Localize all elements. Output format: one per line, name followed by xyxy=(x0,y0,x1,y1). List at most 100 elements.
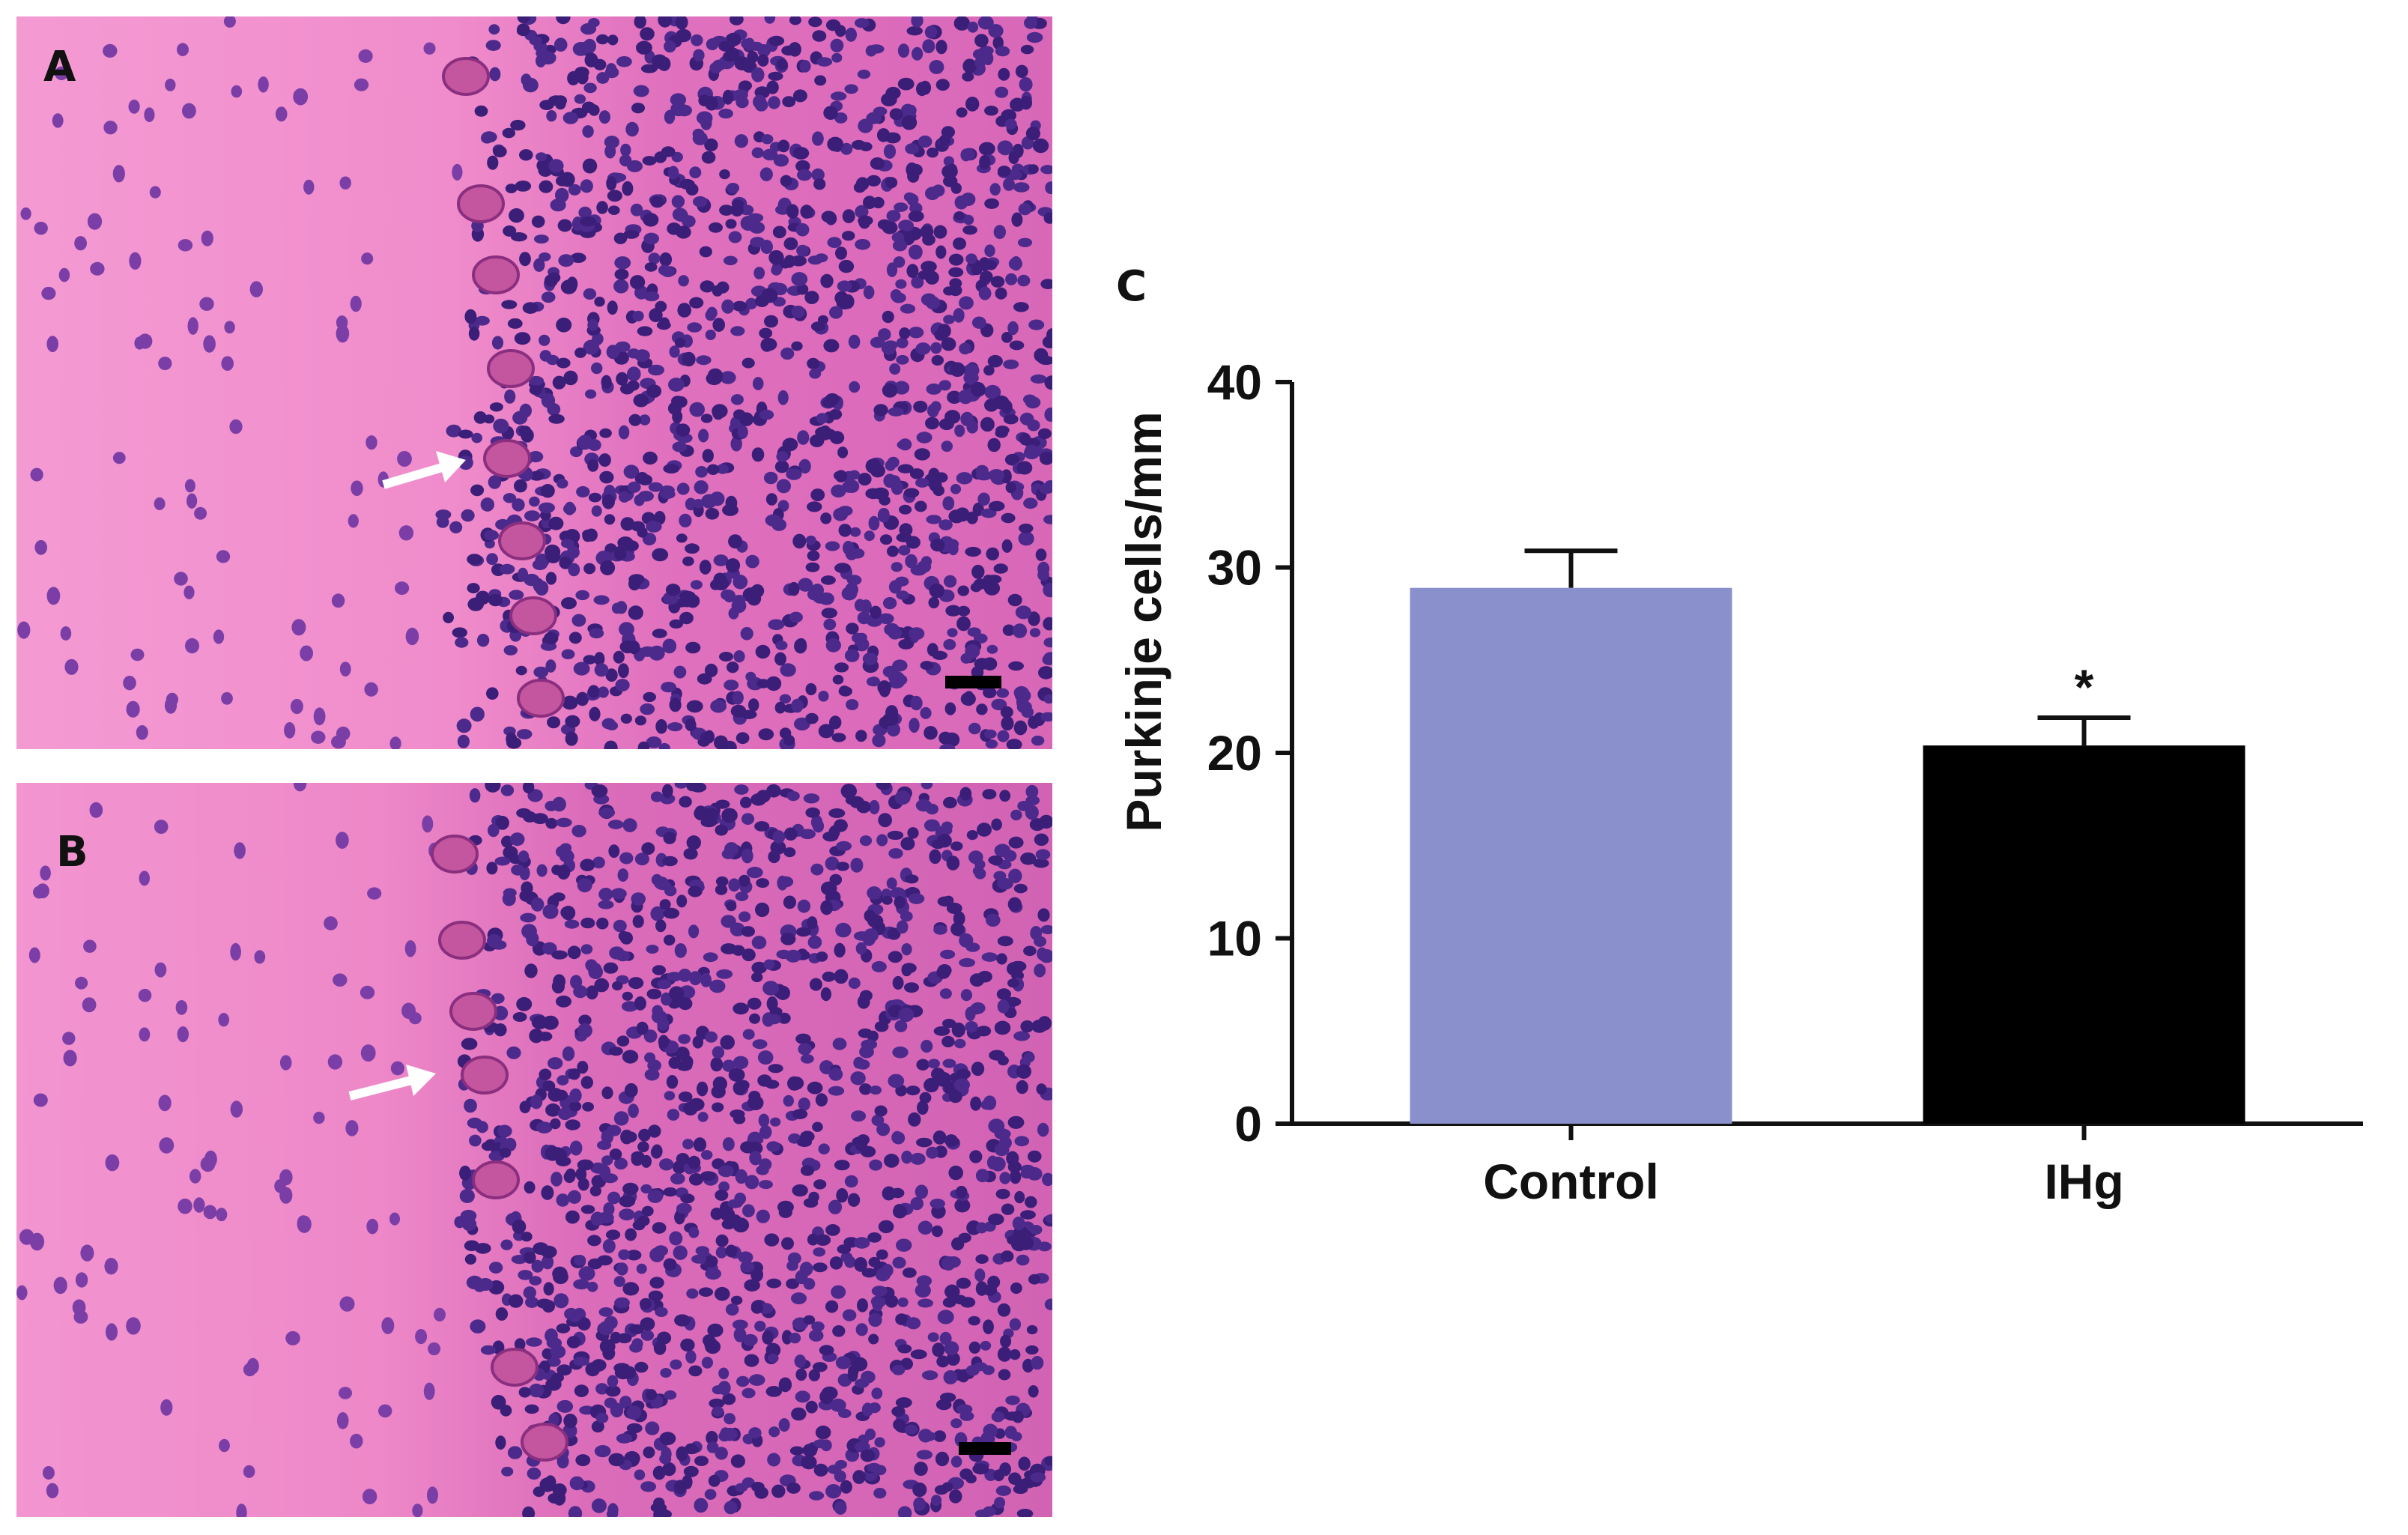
granule-cell-nucleus xyxy=(751,1482,765,1492)
granule-cell-nucleus xyxy=(644,1068,660,1081)
molecular-layer-nucleus xyxy=(412,1504,423,1517)
granule-cell-nucleus xyxy=(714,735,728,749)
granule-cell-nucleus xyxy=(494,856,511,866)
granule-cell-nucleus xyxy=(1043,583,1052,598)
granule-cell-nucleus xyxy=(808,1329,824,1342)
granule-cell-nucleus xyxy=(865,458,882,474)
granule-cell-nucleus xyxy=(514,1338,526,1351)
molecular-layer-nucleus xyxy=(30,467,43,482)
granule-cell-nucleus xyxy=(700,732,715,744)
granule-cell-nucleus xyxy=(704,138,718,152)
granule-cell-nucleus xyxy=(636,1263,647,1274)
granule-cell-nucleus xyxy=(1001,715,1014,731)
granule-cell-nucleus xyxy=(745,297,757,309)
granule-cell-nucleus xyxy=(762,148,778,161)
granule-cell-nucleus xyxy=(722,1137,735,1151)
granule-cell-nucleus xyxy=(900,303,916,314)
granule-cell-nucleus xyxy=(1020,44,1034,55)
granule-cell-nucleus xyxy=(1043,652,1052,661)
granule-cell-nucleus xyxy=(461,509,475,522)
granule-cell-nucleus xyxy=(652,548,669,562)
y-tick-label: 20 xyxy=(1207,725,1262,781)
molecular-layer-nucleus xyxy=(390,1061,404,1076)
granule-cell-nucleus xyxy=(950,841,963,851)
granule-cell-nucleus xyxy=(542,942,557,955)
granule-cell-nucleus xyxy=(954,424,965,438)
granule-cell-nucleus xyxy=(594,978,610,993)
granule-cell-nucleus xyxy=(831,1285,846,1299)
granule-cell-nucleus xyxy=(874,1020,889,1032)
granule-cell-nucleus xyxy=(811,168,825,181)
granule-cell-nucleus xyxy=(1008,661,1024,671)
granule-cell-nucleus xyxy=(986,644,998,654)
molecular-layer-nucleus xyxy=(360,985,375,999)
granule-cell-nucleus xyxy=(591,1420,604,1433)
granule-cell-nucleus xyxy=(694,1498,709,1513)
granule-cell-nucleus xyxy=(912,46,924,61)
granule-cell-nucleus xyxy=(491,1395,506,1410)
molecular-layer-nucleus xyxy=(201,230,213,246)
granule-cell-nucleus xyxy=(984,106,998,116)
granule-cell-nucleus xyxy=(688,1226,700,1238)
granule-cell-nucleus xyxy=(659,899,671,910)
granule-cell-nucleus xyxy=(640,1330,655,1341)
purkinje-cell xyxy=(438,921,486,960)
granule-cell-nucleus xyxy=(879,534,893,545)
granule-cell-nucleus xyxy=(868,1256,881,1268)
granule-cell-nucleus xyxy=(467,554,482,565)
granule-cell-nucleus xyxy=(761,288,778,303)
granule-cell-nucleus xyxy=(800,1165,815,1176)
granule-cell-nucleus xyxy=(1031,1356,1044,1370)
granule-cell-nucleus xyxy=(467,583,480,594)
granule-cell-nucleus xyxy=(890,289,902,301)
granule-cell-nucleus xyxy=(667,1109,680,1121)
granule-cell-nucleus xyxy=(944,1085,958,1095)
granule-cell-nucleus xyxy=(828,808,846,818)
granule-cell-nucleus xyxy=(867,886,882,900)
granule-cell-nucleus xyxy=(761,134,774,145)
granule-cell-nucleus xyxy=(531,1259,544,1273)
granule-cell-nucleus xyxy=(873,1488,887,1499)
granule-cell-nucleus xyxy=(872,196,885,209)
granule-cell-nucleus xyxy=(844,84,858,94)
micrograph-a xyxy=(16,16,1052,749)
granule-cell-nucleus xyxy=(807,935,822,949)
granule-cell-nucleus xyxy=(825,1224,840,1236)
granule-cell-nucleus xyxy=(618,1249,631,1260)
granule-cell-nucleus xyxy=(622,1282,640,1296)
granule-cell-nucleus xyxy=(596,917,609,930)
granule-cell-nucleus xyxy=(661,146,676,157)
granule-cell-nucleus xyxy=(864,1428,876,1441)
granule-cell-nucleus xyxy=(810,488,825,502)
granule-cell-nucleus xyxy=(738,1251,753,1264)
granule-cell-nucleus xyxy=(917,1100,929,1115)
y-tick-label: 0 xyxy=(1234,1096,1262,1151)
granule-cell-nucleus xyxy=(1008,868,1022,883)
granule-cell-nucleus xyxy=(1017,1235,1034,1250)
granule-cell-nucleus xyxy=(748,698,759,712)
granule-cell-nucleus xyxy=(616,372,628,386)
granule-cell-nucleus xyxy=(641,1205,654,1217)
granule-cell-nucleus xyxy=(818,691,829,702)
granule-cell-nucleus xyxy=(709,1398,725,1408)
granule-cell-nucleus xyxy=(921,1370,938,1381)
granule-cell-nucleus xyxy=(676,1446,688,1462)
molecular-layer-nucleus xyxy=(401,1002,416,1020)
granule-cell-nucleus xyxy=(859,1083,872,1095)
granule-cell-nucleus xyxy=(625,1228,637,1241)
granule-cell-nucleus xyxy=(768,96,780,109)
granule-cell-nucleus xyxy=(973,578,988,590)
granule-cell-nucleus xyxy=(997,1303,1011,1317)
molecular-layer-nucleus xyxy=(275,106,288,122)
granule-cell-nucleus xyxy=(966,420,978,434)
granule-cell-nucleus xyxy=(871,1387,883,1399)
granule-cell-nucleus xyxy=(927,1059,940,1069)
granule-cell-nucleus xyxy=(1039,451,1052,465)
bar-ihg xyxy=(1923,745,2245,1124)
molecular-layer-nucleus xyxy=(389,736,401,749)
molecular-layer-nucleus xyxy=(154,962,167,978)
granule-cell-nucleus xyxy=(894,790,911,805)
granule-cell-nucleus xyxy=(868,515,880,531)
granule-cell-nucleus xyxy=(949,1489,962,1504)
granule-cell-nucleus xyxy=(971,564,985,579)
